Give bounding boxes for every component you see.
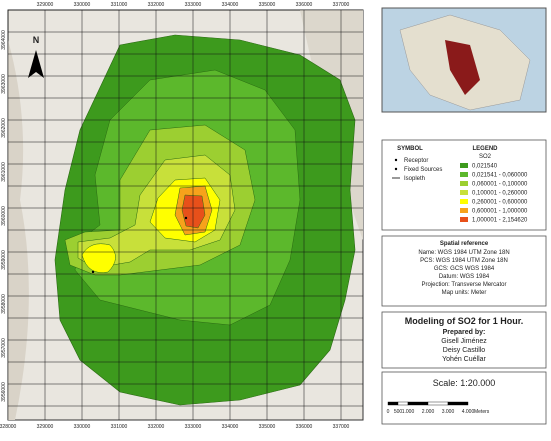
top-coord: 333000 xyxy=(185,2,202,8)
symbol-title: SYMBOL xyxy=(397,146,423,152)
scale-bar: 0 500 1.000 2.000 3.000 4.000 Meters xyxy=(387,401,490,415)
symbol-item: Fixed Sources xyxy=(404,167,442,173)
left-coord: 3964000 xyxy=(1,30,7,50)
legend-class: 0,021541 - 0,060000 xyxy=(472,173,528,179)
bottom-coord: 334000 xyxy=(222,424,239,430)
top-coord: 329000 xyxy=(37,2,54,8)
bottom-coord: 332000 xyxy=(148,424,165,430)
spatial-title: Spatial reference xyxy=(440,241,489,247)
left-coord: 3958000 xyxy=(1,294,7,314)
left-coord: 3961000 xyxy=(1,162,7,182)
top-coord: 334000 xyxy=(222,2,239,8)
scale-box xyxy=(381,371,547,425)
main-map: N xyxy=(7,9,364,421)
top-coord: 330000 xyxy=(74,2,91,8)
legend-class: 0,600001 - 1,000000 xyxy=(472,209,528,215)
symbol-marker xyxy=(394,158,398,162)
class-7-area xyxy=(181,194,206,229)
top-coord: 335000 xyxy=(259,2,276,8)
spatial-line: Map units: Meter xyxy=(442,290,487,296)
symbol-marker xyxy=(394,167,398,171)
title-box xyxy=(381,311,547,369)
scale-segment xyxy=(387,401,399,406)
legend-class: 1,000001 - 2,154620 xyxy=(472,218,528,224)
authors: Gisell Jiménez Deisy Castillo Yohén Cuélla… xyxy=(441,338,487,363)
inset-region xyxy=(445,40,480,95)
left-coord: 3956000 xyxy=(1,382,7,402)
bottom-coord: 336000 xyxy=(296,424,313,430)
bottom-coord: 337000 xyxy=(333,424,350,430)
legend-swatch xyxy=(460,217,468,222)
scale-segment xyxy=(427,401,449,406)
legend-title: LEGEND xyxy=(472,146,498,152)
left-coord: 3960000 xyxy=(1,206,7,226)
fixed-source xyxy=(91,270,95,274)
symbol-item: Isopleth xyxy=(404,176,425,182)
scale-text: Scale: 1:20.000 xyxy=(433,378,496,388)
left-coord: 3963000 xyxy=(1,74,7,94)
scale-label: 0 xyxy=(387,409,390,415)
scale-label: 2.000 xyxy=(422,409,435,415)
scale-segment xyxy=(407,401,429,406)
coordinates: 329000 330000 331000 332000 333000 334000 3350… xyxy=(0,2,350,430)
spatial-line: Name: WGS 1984 UTM Zone 18N xyxy=(418,250,509,256)
left-coord: 3959000 xyxy=(1,250,7,270)
legend-swatch xyxy=(460,190,468,195)
top-coord: 331000 xyxy=(111,2,128,8)
inset-map xyxy=(381,7,547,113)
bottom-coord: 331000 xyxy=(111,424,128,430)
legend-class: 0,021540 xyxy=(472,164,498,170)
scale-segment xyxy=(397,401,409,406)
left-coord: 3962000 xyxy=(1,118,7,138)
scale-label: 500 xyxy=(394,409,403,415)
scale-label: 4.000 xyxy=(462,409,475,415)
top-coord: 332000 xyxy=(148,2,165,8)
author: Deisy Castillo xyxy=(443,347,486,354)
prepared-by: Prepared by: xyxy=(443,329,486,336)
legend-swatch xyxy=(460,199,468,204)
spatial-lines: Name: WGS 1984 UTM Zone 18N PCS: WGS 1984… xyxy=(418,250,509,296)
legend-swatch xyxy=(460,181,468,186)
scale-unit: Meters xyxy=(474,409,490,415)
map-title: Modeling of SO2 for 1 Hour. xyxy=(405,316,524,326)
north-label: N xyxy=(33,35,40,45)
scale-segment xyxy=(447,401,469,406)
scale-label: 3.000 xyxy=(442,409,455,415)
legend-swatch xyxy=(460,163,468,168)
legend-swatch xyxy=(460,172,468,177)
legend-class: 0,060001 - 0,100000 xyxy=(472,182,528,188)
spatial-line: PCS: WGS 1984 UTM Zone 18N xyxy=(420,258,508,264)
legend: Receptor Fixed Sources Isopleth 0,021540 0,0… xyxy=(392,158,528,224)
symbol-item: Receptor xyxy=(404,158,428,164)
top-coord: 336000 xyxy=(296,2,313,8)
spatial-line: Datum: WGS 1984 xyxy=(439,274,490,280)
fixed-source xyxy=(184,216,188,220)
left-coord: 3957000 xyxy=(1,338,7,358)
top-coord: 337000 xyxy=(333,2,350,8)
grid xyxy=(7,9,363,420)
legend-subtitle: SO2 xyxy=(479,154,492,160)
bottom-coord: 329000 xyxy=(37,424,54,430)
legend-class: 0,260001 - 0,600000 xyxy=(472,200,528,206)
legend-class: 0,100001 - 0,260000 xyxy=(472,191,528,197)
spatial-line: Projection: Transverse Mercator xyxy=(421,282,506,288)
legend-swatch xyxy=(460,208,468,213)
author: Gisell Jiménez xyxy=(441,338,487,345)
bottom-coord: 330000 xyxy=(74,424,91,430)
bottom-coord: 333000 xyxy=(185,424,202,430)
spatial-line: GCS: GCS WGS 1984 xyxy=(434,266,495,272)
author: Yohén Cuéllar xyxy=(442,356,486,363)
bottom-coord: 335000 xyxy=(259,424,276,430)
north-arrow xyxy=(28,50,44,78)
spatial-box xyxy=(381,235,547,307)
scale-label: 1.000 xyxy=(402,409,415,415)
bottom-coord: 328000 xyxy=(0,424,17,430)
